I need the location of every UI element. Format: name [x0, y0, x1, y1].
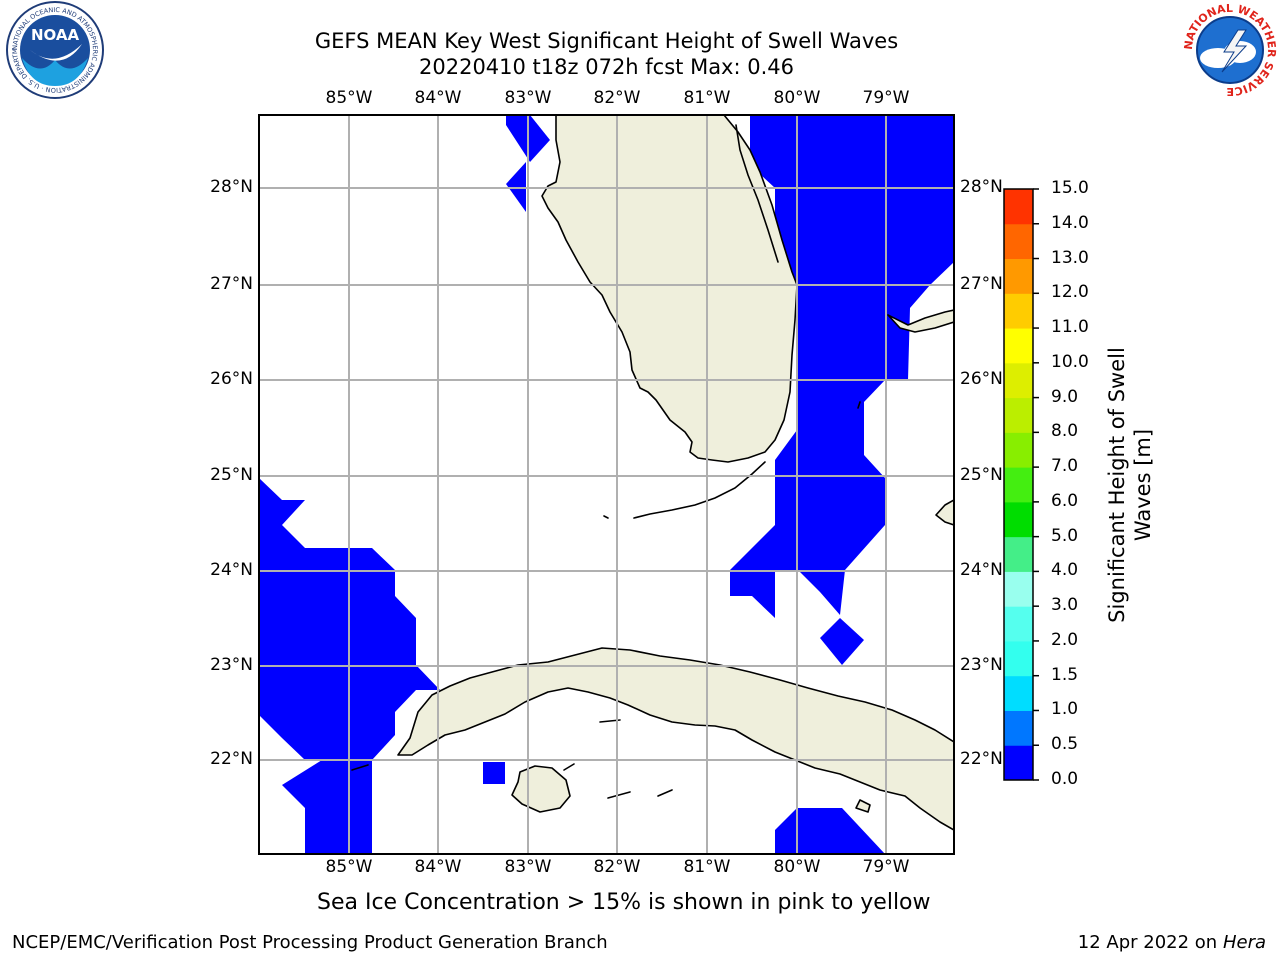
chart-title-line1: GEFS MEAN Key West Significant Height of… [314, 29, 899, 53]
colorbar-segment [1004, 745, 1033, 781]
isla-de-la-juventud [511, 765, 571, 813]
lat-label-right: 27°N [960, 274, 1003, 294]
colorbar-title-line2: Waves [m] [1131, 428, 1155, 542]
colorbar-segment [1004, 571, 1033, 607]
lat-label-right: 23°N [960, 655, 1003, 675]
map-area [259, 115, 954, 854]
footer-credit: NCEP/EMC/Verification Post Processing Pr… [12, 932, 608, 953]
lon-label-bottom: 82°W [593, 857, 641, 877]
colorbar-tick-label: 15.0 [1051, 178, 1089, 198]
gridlines [259, 115, 954, 854]
colorbar-tick-label: 2.0 [1051, 629, 1079, 650]
lon-label-bottom: 85°W [325, 857, 373, 877]
noaa-wordmark: NOAA [31, 26, 80, 44]
lat-label-left: 28°N [210, 177, 253, 197]
colorbar-segment [1004, 258, 1033, 294]
colorbar-segment [1004, 328, 1033, 364]
colorbar-tick-label: 10.0 [1051, 351, 1089, 372]
lat-label-right: 24°N [960, 560, 1003, 580]
colorbar-segment [1004, 710, 1033, 746]
lat-label-left: 27°N [210, 274, 253, 294]
lon-label-bottom: 80°W [773, 857, 821, 877]
lat-label-left: 24°N [210, 560, 253, 580]
nws-logo: NATIONAL WEATHER SERVICE [1182, 2, 1278, 98]
lat-label-right: 26°N [960, 369, 1003, 389]
colorbar-segment [1004, 467, 1033, 503]
colorbar-segment [1004, 501, 1033, 538]
colorbar-tick-label: 1.0 [1051, 699, 1079, 720]
lat-label-left: 26°N [210, 369, 253, 389]
colorbar-tick-label: 9.0 [1051, 386, 1079, 407]
colorbar-tick-label: 0.0 [1051, 769, 1079, 789]
lat-label-left: 25°N [210, 465, 253, 485]
colorbar-segment [1004, 675, 1033, 711]
map-frame [258, 114, 955, 855]
bahamas-andros [935, 499, 954, 526]
cuba-north-cays [855, 799, 871, 813]
colorbar-tick-label: 5.0 [1051, 525, 1079, 546]
lon-label-bottom: 81°W [683, 857, 731, 877]
colorbar-segment [1004, 293, 1033, 329]
chart-title-line2: 20220410 t18z 072h fcst Max: 0.46 [419, 55, 794, 79]
colorbar-tick-label: 11.0 [1051, 317, 1089, 338]
florida-land [541, 115, 798, 463]
colorbar-title: Significant Height of Swell Waves [m] [1104, 335, 1156, 635]
colorbar-tick-label: 3.0 [1051, 595, 1079, 616]
colorbar-title-line1: Significant Height of Swell [1105, 347, 1129, 623]
lat-label-right: 28°N [960, 177, 1003, 197]
lat-label-right: 22°N [960, 749, 1003, 769]
lon-label-top: 82°W [593, 88, 641, 108]
colorbar-tick-label: 13.0 [1051, 247, 1089, 268]
colorbar-tick-label: 8.0 [1051, 421, 1079, 442]
colorbar-tick-label: 1.5 [1051, 664, 1079, 685]
lon-label-bottom: 79°W [862, 857, 910, 877]
lon-label-top: 80°W [773, 88, 821, 108]
footer-host: Hera [1222, 932, 1266, 953]
colorbar-segment [1004, 362, 1033, 399]
colorbar-segment [1004, 432, 1033, 468]
footer-date: 12 Apr 2022 on Hera [1078, 932, 1266, 953]
lon-label-top: 81°W [683, 88, 731, 108]
colorbar-frame [1003, 188, 1034, 781]
land-masses [397, 115, 954, 831]
colorbar-segment [1004, 397, 1033, 433]
grand-bahama [887, 309, 954, 333]
colorbar-segment [1004, 606, 1033, 642]
lon-label-bottom: 84°W [414, 857, 462, 877]
colorbar-tick-label: 7.0 [1051, 456, 1079, 477]
colorbar-tick-label: 4.0 [1051, 560, 1079, 581]
colorbar [1003, 188, 1039, 781]
colorbar-segment [1004, 640, 1033, 677]
colorbar-segment [1004, 189, 1033, 225]
lon-label-top: 79°W [862, 88, 910, 108]
colorbar-tick-label: 14.0 [1051, 212, 1089, 233]
footer-date-text: 12 Apr 2022 on [1077, 932, 1223, 953]
lat-label-left: 22°N [210, 749, 253, 769]
cuba-land [397, 647, 954, 831]
colorbar-tick-label: 0.5 [1051, 734, 1079, 755]
lon-label-top: 85°W [325, 88, 373, 108]
lat-label-right: 25°N [960, 465, 1003, 485]
colorbar-tick-label: 6.0 [1051, 490, 1079, 511]
colorbar-tick-label: 12.0 [1051, 282, 1089, 303]
lon-label-bottom: 83°W [504, 857, 552, 877]
lat-label-left: 23°N [210, 655, 253, 675]
sea-ice-note: Sea Ice Concentration > 15% is shown in … [317, 890, 931, 915]
noaa-logo: NATIONAL OCEANIC AND ATMOSPHERIC ADMINIS… [0, 0, 104, 99]
colorbar-segment [1004, 536, 1033, 572]
colorbar-segment [1004, 223, 1033, 260]
lon-label-top: 84°W [414, 88, 462, 108]
lon-label-top: 83°W [504, 88, 552, 108]
